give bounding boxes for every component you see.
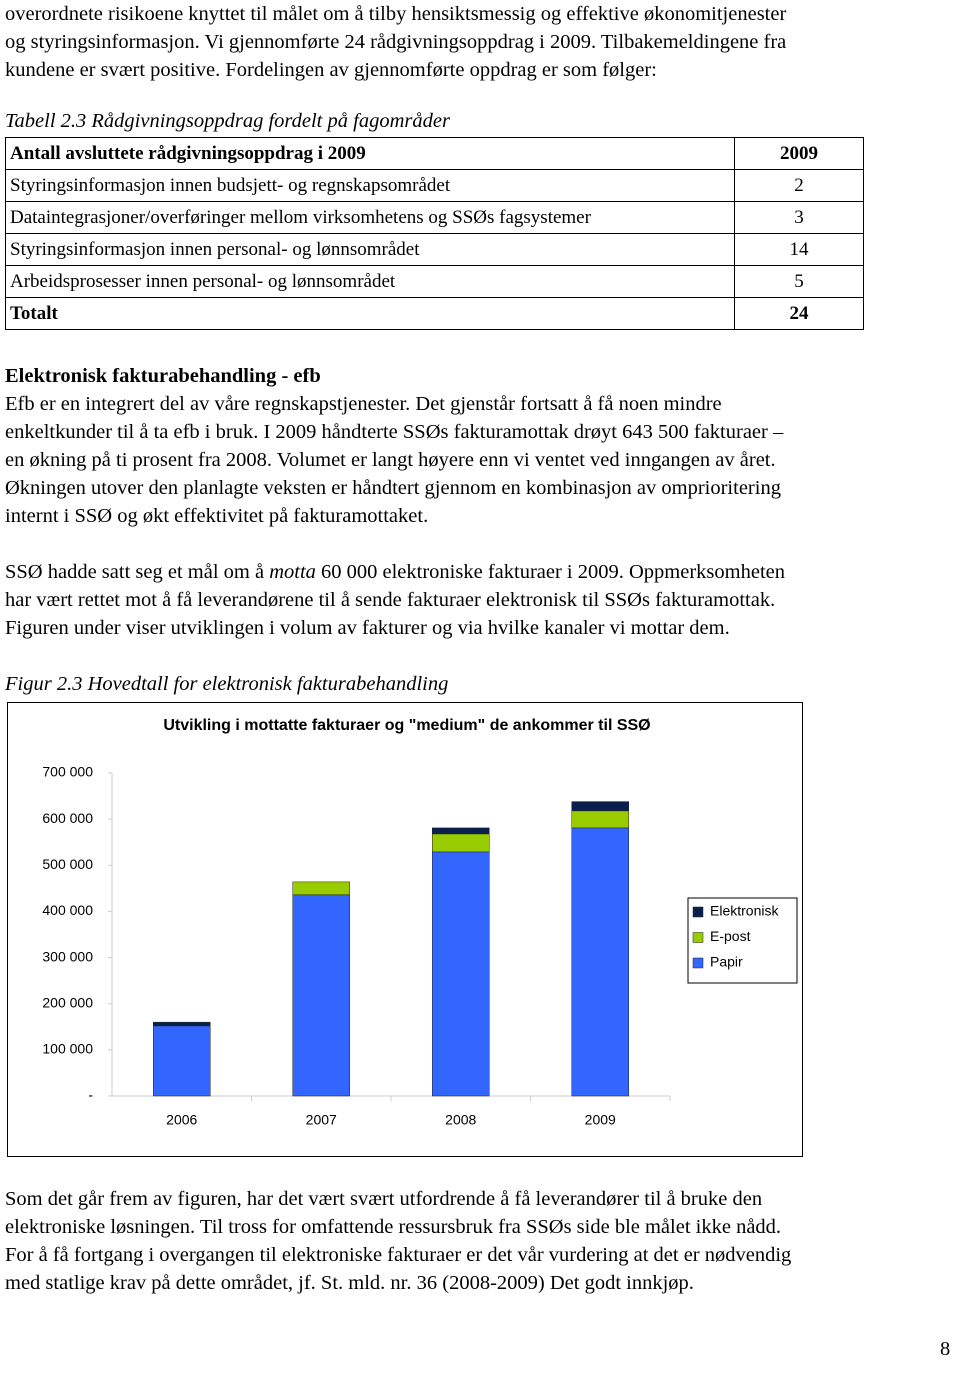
paragraph-line: Figuren under viser utviklingen i volum … [5,617,730,639]
bar-segment [432,827,490,835]
table: Antall avsluttete rådgivningsoppdrag i 2… [5,137,864,330]
table-row: Dataintegrasjoner/overføringer mellom vi… [5,201,864,234]
row-value: 5 [734,265,864,298]
y-tick-label: 400 000 [42,902,93,918]
paragraph-line: SSØ hadde satt seg et mål om å motta 60 … [5,560,785,584]
x-tick-label: 2009 [585,1112,616,1128]
emphasis: motta [269,561,316,583]
x-tick-label: 2008 [445,1112,476,1128]
row-label: Styringsinformasjon innen budsjett- og r… [5,169,735,202]
table-row: Arbeidsprosesser innen personal- og lønn… [5,265,864,298]
bar-segment [571,810,629,829]
y-tick-label: 600 000 [42,810,93,826]
header-cell: 2009 [734,137,864,170]
legend-label: Papir [710,954,743,970]
row-label: Dataintegrasjoner/overføringer mellom vi… [5,201,735,234]
chart: Utvikling i mottatte fakturaer og "mediu… [7,702,803,1157]
bar-segment [292,894,350,1097]
x-tick-label: 2007 [306,1112,337,1128]
row-value: 2 [734,169,864,202]
table-body: Styringsinformasjon innen budsjett- og r… [5,169,864,298]
bar-segment [432,833,490,853]
total-value: 24 [734,297,864,330]
y-tick-label: 100 000 [42,1041,93,1057]
bar-segment [432,851,490,1097]
legend-label: E-post [710,928,751,944]
row-value: 3 [734,201,864,234]
paragraph-line: For å få fortgang i overgangen til elekt… [5,1244,792,1266]
paragraph-line: Som det går frem av figuren, har det vær… [5,1188,763,1210]
paragraph-line: Efb er en integrert del av våre regnskap… [5,393,722,415]
paragraph-line: med statlige krav på dette området, jf. … [5,1272,694,1294]
chart-frame [7,702,803,1157]
table-row: Styringsinformasjon innen personal- og l… [5,233,864,266]
bar-segment [153,1025,211,1097]
legend-swatch [692,906,704,918]
table-row: Styringsinformasjon innen budsjett- og r… [5,169,864,202]
paragraph-line: elektroniske løsningen. Til tross for om… [5,1216,782,1238]
chart-title: Utvikling i mottatte fakturaer og "mediu… [163,717,650,734]
legend-label: Elektronisk [710,903,779,919]
paragraph-line: internt i SSØ og økt effektivitet på fak… [5,505,429,527]
y-tick-label: 700 000 [42,764,93,780]
table-caption: Tabell 2.3 Rådgivningsoppdrag fordelt på… [5,110,450,132]
legend-box [687,897,798,984]
table-header: Antall avsluttete rådgivningsoppdrag i 2… [5,137,864,170]
bar-segment [153,1021,211,1027]
paragraph-line: en økning på ti prosent fra 2008. Volume… [5,449,776,471]
section-heading: Elektronisk fakturabehandling - efb [5,365,321,387]
text: SSØ hadde satt seg et mål om å [5,561,265,583]
row-value: 14 [734,233,864,266]
paragraph-line: Økningen utover den planlagte veksten er… [5,477,781,499]
paragraph-line: enkeltkunder til å ta efb i bruk. I 2009… [5,421,784,443]
paragraph-line: har vært rettet mot å få leverandørene t… [5,589,776,611]
y-tick-label: - [88,1087,93,1103]
x-tick-label: 2006 [166,1112,197,1128]
paragraph-line: og styringsinformasjon. Vi gjennomførte … [5,31,787,53]
page-number: 8 [940,1338,951,1360]
text: 60 000 elektroniske fakturaer i 2009. Op… [321,561,785,583]
total-label: Totalt [5,297,735,330]
header-cell: Antall avsluttete rådgivningsoppdrag i 2… [5,137,735,170]
bar-segment [292,881,350,896]
bar-segment [571,801,629,812]
bar-segment [571,827,629,1097]
legend-swatch [692,932,704,943]
paragraph-line: kundene er svært positive. Fordelingen a… [5,59,657,81]
y-tick-label: 300 000 [42,948,93,964]
row-label: Styringsinformasjon innen personal- og l… [5,233,735,266]
legend-swatch [692,957,704,969]
table-total: Totalt 24 [5,297,864,330]
y-tick-label: 500 000 [42,856,93,872]
y-tick-label: 200 000 [42,994,93,1010]
paragraph-line: overordnete risikoene knyttet til målet … [5,3,787,25]
figure-caption: Figur 2.3 Hovedtall for elektronisk fakt… [5,673,449,695]
row-label: Arbeidsprosesser innen personal- og lønn… [5,265,735,298]
